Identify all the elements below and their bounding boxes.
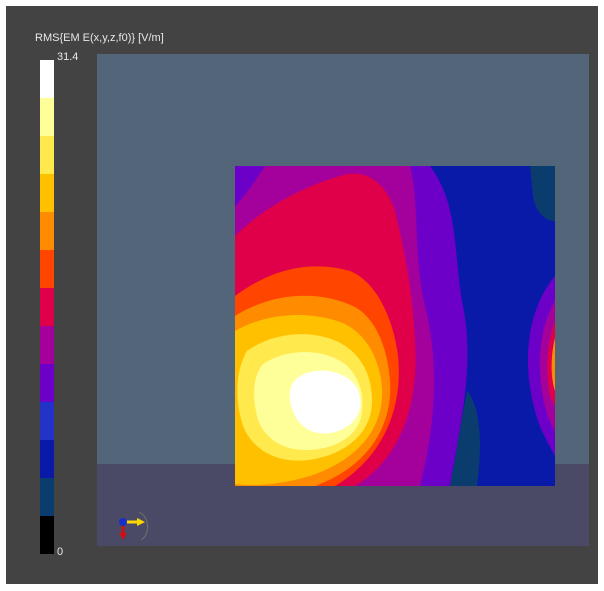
legend-title: RMS{EM E(x,y,z,f0)} [V/m]	[35, 32, 164, 44]
3d-viewport[interactable]	[97, 54, 589, 546]
colorbar-band	[40, 364, 54, 402]
contour-band	[551, 338, 555, 391]
colorbar-band	[40, 440, 54, 478]
contour-band	[450, 391, 480, 486]
colorbar-band	[40, 516, 54, 554]
field-contour-map[interactable]	[235, 166, 555, 486]
colorbar	[40, 60, 54, 554]
contour-band	[289, 370, 361, 434]
contour-band	[235, 166, 265, 206]
colorbar-band	[40, 478, 54, 516]
colorbar-band	[40, 174, 54, 212]
colorbar-max-label: 31.4	[57, 51, 79, 63]
colorbar-band	[40, 402, 54, 440]
colorbar-band	[40, 98, 54, 136]
colorbar-band	[40, 136, 54, 174]
contour-band	[530, 166, 555, 221]
colorbar-band	[40, 212, 54, 250]
colorbar-band	[40, 288, 54, 326]
colorbar-band	[40, 250, 54, 288]
colorbar-band	[40, 326, 54, 364]
colorbar-min-label: 0	[57, 546, 64, 558]
contour-band	[430, 166, 555, 486]
axis-triad-icon	[119, 511, 149, 541]
colorbar-band	[40, 60, 54, 98]
contour-band	[547, 321, 555, 406]
